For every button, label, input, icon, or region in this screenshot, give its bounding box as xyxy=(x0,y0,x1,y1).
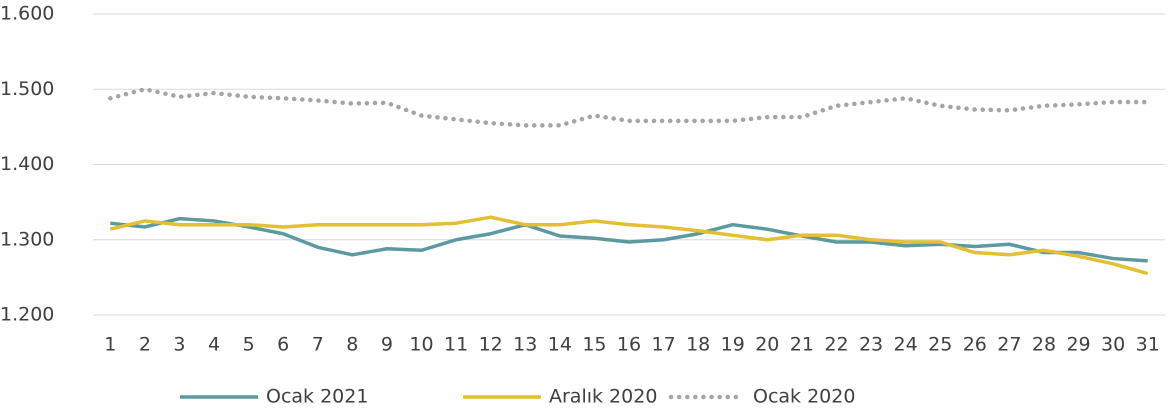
x-tick-label: 12 xyxy=(479,334,503,356)
x-tick-label: 31 xyxy=(1136,334,1160,356)
legend-label: Aralık 2020 xyxy=(549,386,657,408)
x-tick-label: 24 xyxy=(894,334,918,356)
x-tick-label: 17 xyxy=(651,334,675,356)
x-tick-label: 29 xyxy=(1066,334,1090,356)
legend-label: Ocak 2021 xyxy=(266,386,368,408)
y-tick-label: 1.600 xyxy=(0,3,54,25)
x-tick-label: 1 xyxy=(104,334,116,356)
x-tick-label: 21 xyxy=(790,334,814,356)
y-tick-label: 1.400 xyxy=(0,153,54,175)
x-tick-label: 4 xyxy=(208,334,220,356)
x-tick-label: 14 xyxy=(548,334,572,356)
x-tick-label: 27 xyxy=(997,334,1021,356)
x-tick-label: 26 xyxy=(963,334,987,356)
x-tick-label: 9 xyxy=(381,334,393,356)
x-tick-label: 6 xyxy=(277,334,289,356)
x-tick-label: 15 xyxy=(582,334,606,356)
x-tick-label: 20 xyxy=(755,334,779,356)
x-tick-label: 16 xyxy=(617,334,641,356)
series-line xyxy=(110,216,1148,263)
x-tick-label: 7 xyxy=(312,334,324,356)
x-tick-label: 5 xyxy=(243,334,255,356)
x-tick-label: 25 xyxy=(928,334,952,356)
x-tick-label: 10 xyxy=(409,334,433,356)
x-tick-label: 3 xyxy=(173,334,185,356)
x-tick-label: 13 xyxy=(513,334,537,356)
series-line xyxy=(108,87,1150,128)
x-tick-label: 8 xyxy=(346,334,358,356)
x-tick-label: 2 xyxy=(139,334,151,356)
y-tick-label: 1.300 xyxy=(0,228,54,250)
x-tick-label: 28 xyxy=(1032,334,1056,356)
series-line xyxy=(109,215,1149,276)
x-tick-label: 22 xyxy=(824,334,848,356)
x-tick-label: 11 xyxy=(444,334,468,356)
x-tick-label: 18 xyxy=(686,334,710,356)
legend-label: Ocak 2020 xyxy=(753,386,855,408)
x-tick-label: 19 xyxy=(721,334,745,356)
x-tick-label: 23 xyxy=(859,334,883,356)
y-tick-label: 1.200 xyxy=(0,304,54,326)
y-tick-label: 1.500 xyxy=(0,78,54,100)
x-tick-label: 30 xyxy=(1101,334,1125,356)
